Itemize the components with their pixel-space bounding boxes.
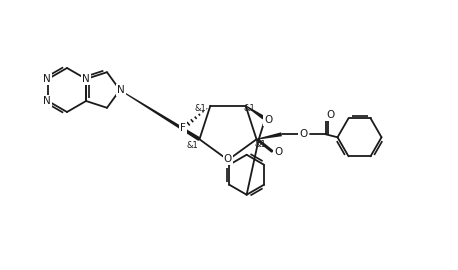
Polygon shape xyxy=(120,90,201,141)
Text: F: F xyxy=(180,123,186,133)
Text: &1: &1 xyxy=(244,104,256,113)
Text: N: N xyxy=(117,85,125,95)
Text: &1: &1 xyxy=(186,141,198,150)
Text: N: N xyxy=(43,74,51,84)
Text: &1: &1 xyxy=(255,140,267,149)
Text: &1: &1 xyxy=(195,104,206,113)
Polygon shape xyxy=(245,105,265,119)
Polygon shape xyxy=(256,132,282,140)
Text: O: O xyxy=(274,147,283,157)
Text: O: O xyxy=(300,129,308,139)
Text: O: O xyxy=(327,110,335,120)
Text: O: O xyxy=(224,154,232,164)
Text: N: N xyxy=(43,96,51,106)
Text: N: N xyxy=(82,74,90,84)
Text: O: O xyxy=(265,115,273,125)
